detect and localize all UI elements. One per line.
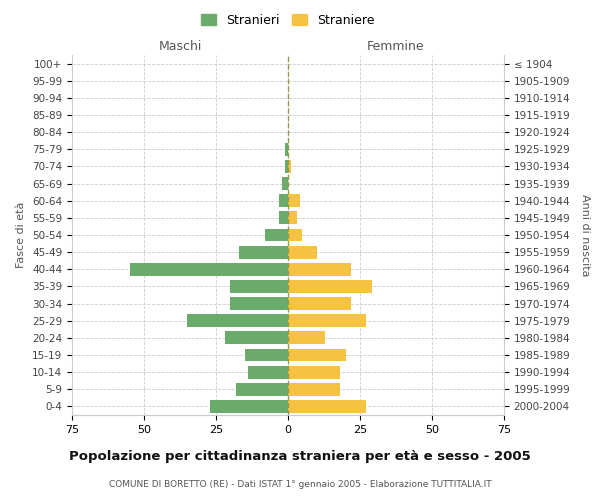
Bar bbox=[224, 332, 288, 344]
Bar bbox=[288, 366, 340, 378]
Bar bbox=[288, 160, 291, 173]
Bar bbox=[288, 348, 346, 362]
Bar bbox=[288, 246, 317, 258]
Bar bbox=[245, 348, 288, 362]
Bar bbox=[239, 246, 288, 258]
Text: Popolazione per cittadinanza straniera per età e sesso - 2005: Popolazione per cittadinanza straniera p… bbox=[69, 450, 531, 463]
Bar bbox=[265, 228, 288, 241]
Bar bbox=[288, 228, 302, 241]
Bar bbox=[187, 314, 288, 327]
Bar bbox=[210, 400, 288, 413]
Bar bbox=[248, 366, 288, 378]
Legend: Stranieri, Straniere: Stranieri, Straniere bbox=[201, 14, 375, 27]
Bar bbox=[288, 212, 296, 224]
Bar bbox=[288, 332, 325, 344]
Bar bbox=[285, 160, 288, 173]
Bar bbox=[280, 212, 288, 224]
Bar bbox=[288, 383, 340, 396]
Bar bbox=[288, 194, 299, 207]
Bar bbox=[280, 194, 288, 207]
Y-axis label: Fasce di età: Fasce di età bbox=[16, 202, 26, 268]
Text: COMUNE DI BORETTO (RE) - Dati ISTAT 1° gennaio 2005 - Elaborazione TUTTITALIA.IT: COMUNE DI BORETTO (RE) - Dati ISTAT 1° g… bbox=[109, 480, 491, 489]
Bar bbox=[130, 263, 288, 276]
Bar bbox=[288, 314, 366, 327]
Bar bbox=[282, 177, 288, 190]
Bar bbox=[285, 143, 288, 156]
Bar bbox=[288, 400, 366, 413]
Bar bbox=[288, 263, 352, 276]
Bar bbox=[288, 280, 371, 293]
Text: Maschi: Maschi bbox=[158, 40, 202, 54]
Text: Femmine: Femmine bbox=[367, 40, 425, 54]
Y-axis label: Anni di nascita: Anni di nascita bbox=[580, 194, 590, 276]
Bar bbox=[230, 280, 288, 293]
Bar bbox=[230, 297, 288, 310]
Bar bbox=[288, 297, 352, 310]
Bar bbox=[236, 383, 288, 396]
